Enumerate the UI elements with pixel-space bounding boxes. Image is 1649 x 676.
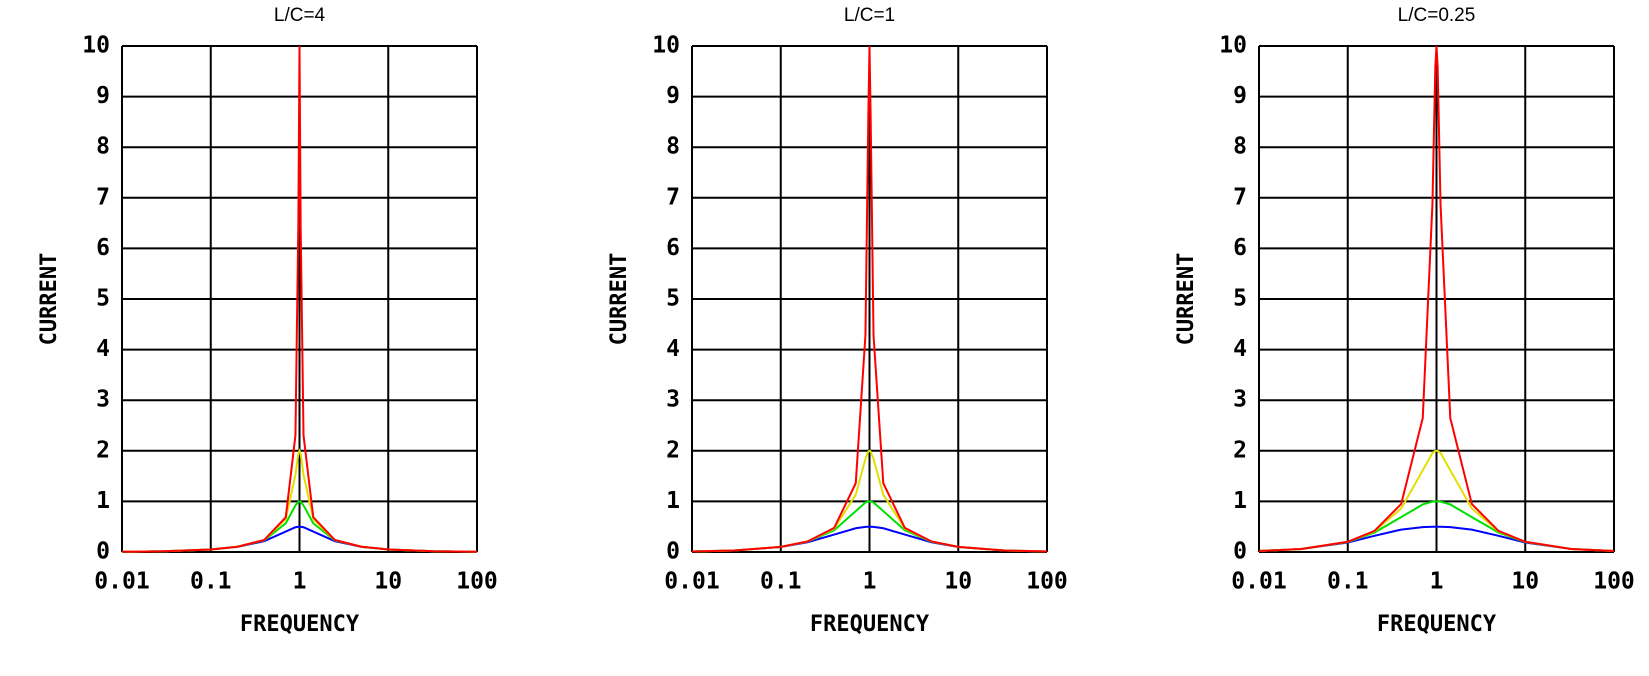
y-tick-label: 9 bbox=[1233, 83, 1247, 109]
y-tick-label: 1 bbox=[666, 488, 680, 514]
y-tick-label: 2 bbox=[666, 437, 680, 463]
y-tick-label: 7 bbox=[96, 184, 110, 210]
y-tick-label: 10 bbox=[1219, 33, 1247, 59]
y-tick-label: 5 bbox=[666, 286, 680, 312]
y-tick-label: 5 bbox=[96, 286, 110, 312]
x-axis-label: FREQUENCY bbox=[240, 612, 360, 637]
y-tick-label: 0 bbox=[1233, 539, 1247, 565]
series-line bbox=[1258, 45, 1615, 552]
y-tick-label: 3 bbox=[1233, 387, 1247, 413]
x-tick-label: 0.01 bbox=[1231, 569, 1286, 595]
y-tick-label: 2 bbox=[96, 437, 110, 463]
chart-title: L/C=0.25 bbox=[1398, 5, 1476, 26]
x-tick-label: 1 bbox=[1430, 569, 1444, 595]
y-tick-label: 4 bbox=[666, 336, 680, 362]
y-tick-label: 10 bbox=[652, 33, 680, 59]
x-tick-label: 0.01 bbox=[664, 569, 719, 595]
y-tick-label: 9 bbox=[96, 83, 110, 109]
x-tick-label: 100 bbox=[1593, 569, 1635, 595]
x-axis-label: FREQUENCY bbox=[1377, 612, 1497, 637]
series-line bbox=[121, 45, 478, 553]
y-tick-label: 0 bbox=[666, 539, 680, 565]
y-tick-label: 7 bbox=[666, 184, 680, 210]
y-tick-label: 9 bbox=[666, 83, 680, 109]
x-tick-label: 10 bbox=[944, 569, 972, 595]
y-tick-label: 1 bbox=[1233, 488, 1247, 514]
x-tick-label: 100 bbox=[456, 569, 498, 595]
y-axis-label: CURRENT bbox=[1174, 253, 1199, 346]
y-tick-label: 2 bbox=[1233, 437, 1247, 463]
y-axis-label: CURRENT bbox=[37, 253, 62, 346]
y-tick-label: 7 bbox=[1233, 184, 1247, 210]
y-tick-label: 6 bbox=[96, 235, 110, 261]
y-tick-label: 3 bbox=[666, 387, 680, 413]
x-tick-label: 0.1 bbox=[190, 569, 232, 595]
y-tick-label: 8 bbox=[96, 134, 110, 160]
y-tick-label: 0 bbox=[96, 539, 110, 565]
y-axis-label: CURRENT bbox=[607, 253, 632, 346]
series-line bbox=[691, 45, 1048, 553]
y-tick-label: 3 bbox=[96, 387, 110, 413]
chart-title: L/C=4 bbox=[274, 5, 326, 26]
series-line bbox=[1258, 525, 1615, 552]
x-tick-label: 100 bbox=[1026, 569, 1068, 595]
x-tick-label: 10 bbox=[374, 569, 402, 595]
y-tick-label: 5 bbox=[1233, 286, 1247, 312]
y-tick-label: 10 bbox=[82, 33, 110, 59]
x-tick-label: 0.01 bbox=[94, 569, 149, 595]
y-tick-label: 1 bbox=[96, 488, 110, 514]
y-tick-label: 4 bbox=[1233, 336, 1247, 362]
y-tick-label: 8 bbox=[1233, 134, 1247, 160]
y-tick-label: 8 bbox=[666, 134, 680, 160]
y-tick-label: 4 bbox=[96, 336, 110, 362]
x-tick-label: 0.1 bbox=[1327, 569, 1369, 595]
x-tick-label: 10 bbox=[1511, 569, 1539, 595]
y-tick-label: 6 bbox=[1233, 235, 1247, 261]
x-axis-label: FREQUENCY bbox=[810, 612, 930, 637]
x-tick-label: 0.1 bbox=[760, 569, 802, 595]
y-tick-label: 6 bbox=[666, 235, 680, 261]
x-tick-label: 1 bbox=[293, 569, 307, 595]
x-tick-label: 1 bbox=[863, 569, 877, 595]
chart-title: L/C=1 bbox=[844, 5, 895, 26]
